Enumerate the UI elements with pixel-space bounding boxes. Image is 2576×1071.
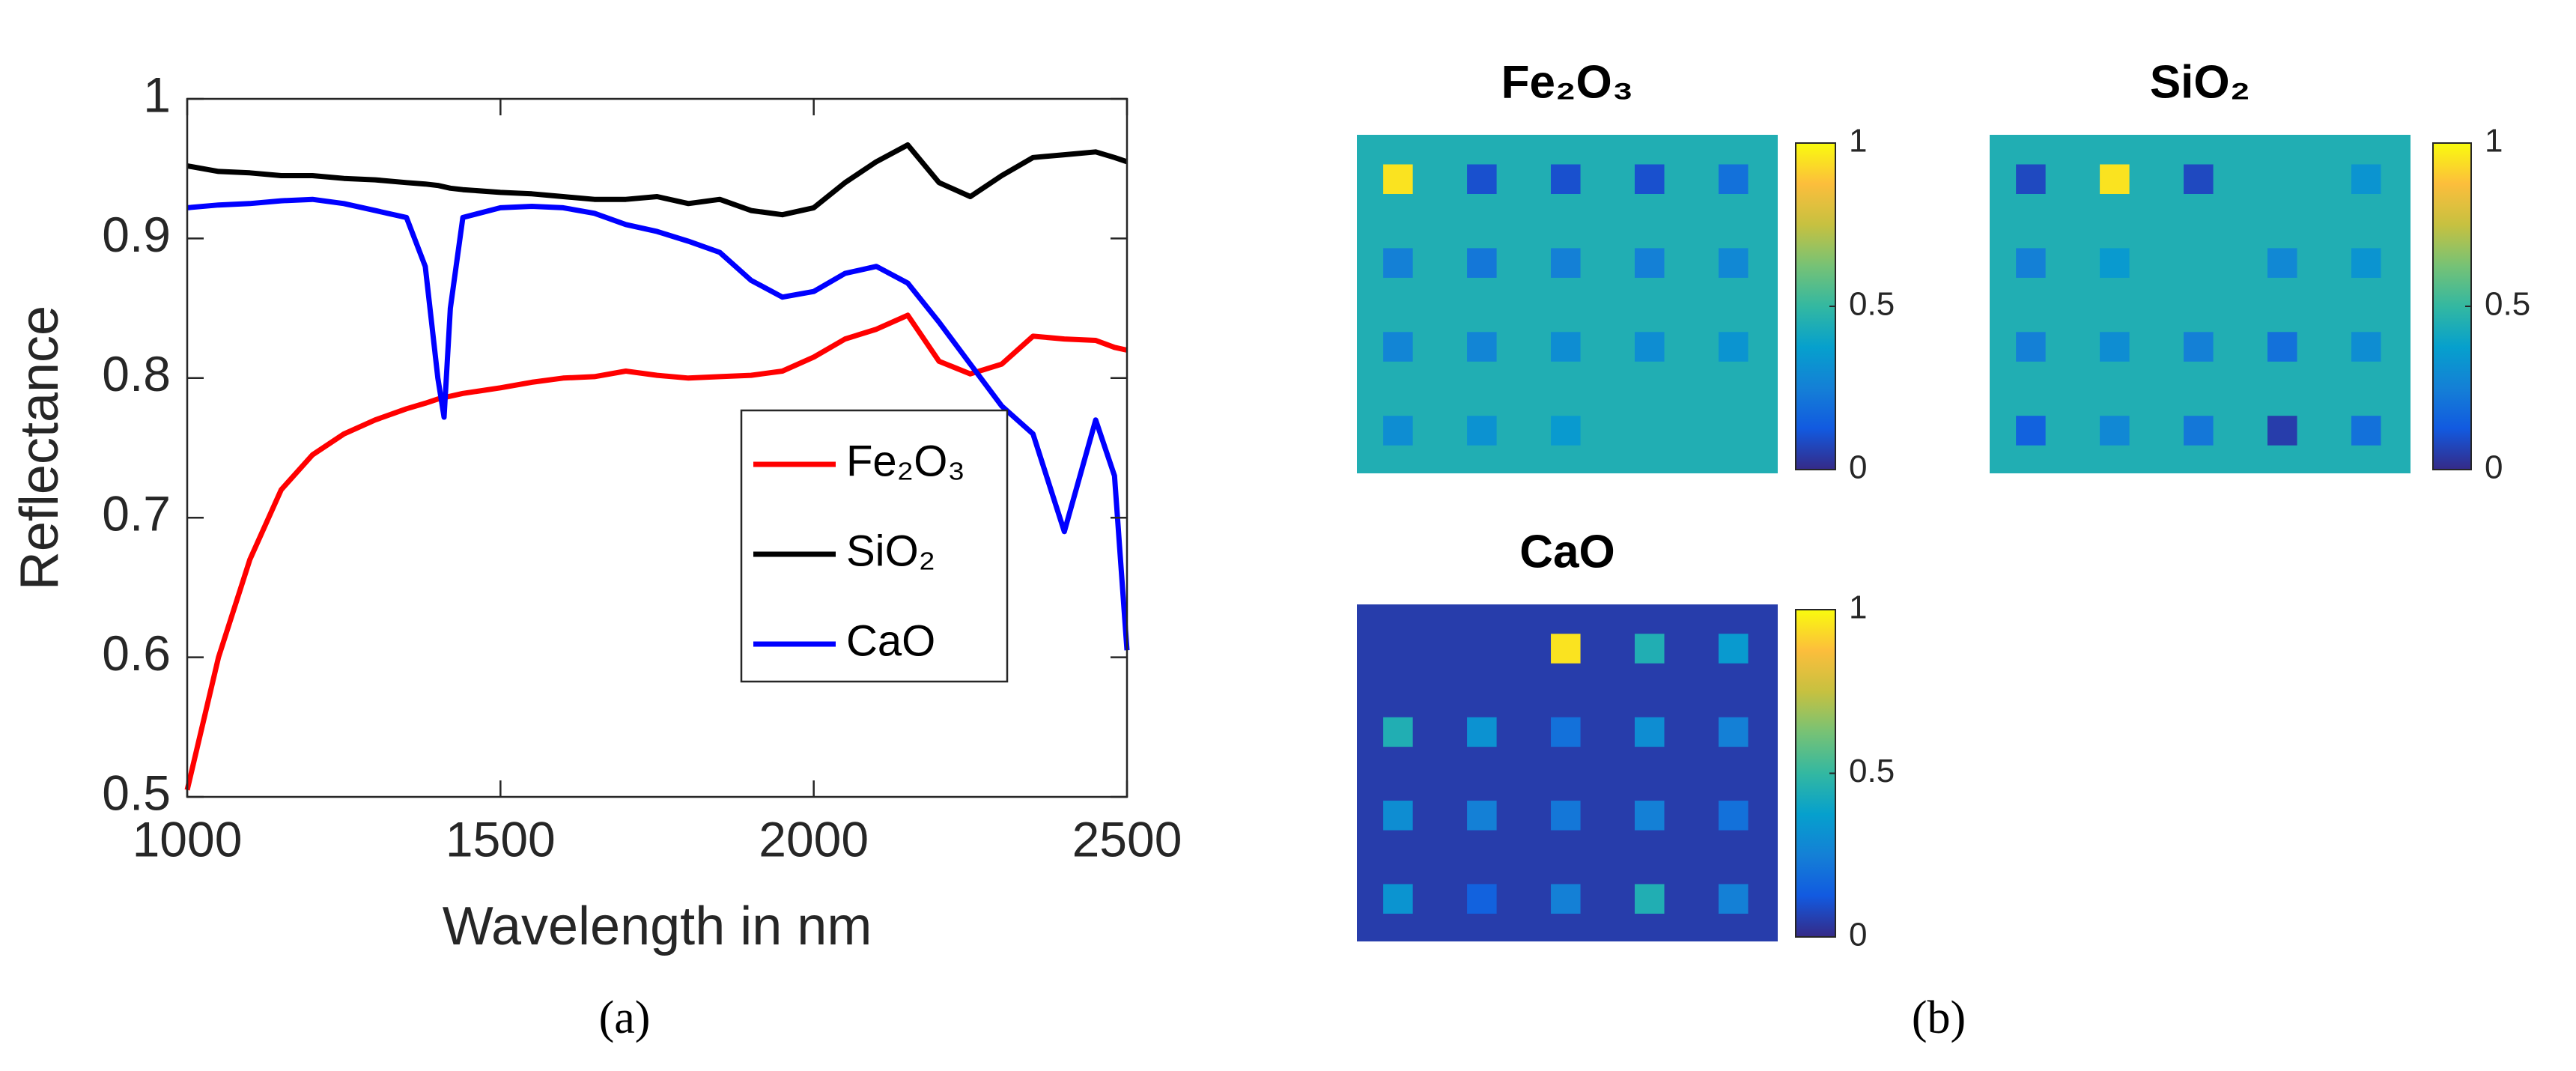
caption: (a) bbox=[599, 992, 651, 1043]
heatmap-title: SiO₂ bbox=[2150, 56, 2250, 108]
y-tick-label: 0.8 bbox=[102, 346, 171, 401]
heatmap-cell bbox=[2267, 332, 2297, 362]
colorbar bbox=[1795, 142, 1836, 470]
heatmap-cell bbox=[2100, 416, 2130, 446]
heatmap-cell bbox=[1551, 801, 1581, 831]
heatmap-cell bbox=[1551, 164, 1581, 195]
heatmap-cell bbox=[1635, 248, 1665, 278]
y-axis-label: Reflectance bbox=[10, 306, 70, 590]
heatmap-cell bbox=[2351, 164, 2381, 195]
heatmap-cell bbox=[1383, 717, 1413, 747]
heatmap-cell bbox=[2100, 332, 2130, 362]
heatmap-cell bbox=[1551, 717, 1581, 747]
heatmap-cell bbox=[2016, 416, 2046, 446]
heatmap-cell bbox=[1635, 717, 1665, 747]
heatmap-cell bbox=[1718, 248, 1749, 278]
colorbar-tick-label: 1 bbox=[2485, 123, 2503, 160]
heatmap-cell bbox=[2351, 248, 2381, 278]
y-tick-label: 0.9 bbox=[102, 207, 171, 262]
heatmap-cell bbox=[2184, 332, 2214, 362]
y-tick-label: 0.7 bbox=[102, 486, 171, 541]
legend-label: CaO bbox=[846, 616, 935, 665]
heatmap-cell bbox=[1635, 884, 1665, 914]
colorbar-tick-label: 0 bbox=[1849, 449, 1867, 486]
x-axis-label: Wavelength in nm bbox=[443, 896, 872, 956]
heatmap-cell bbox=[1383, 416, 1413, 446]
legend-label: Fe₂O₃ bbox=[846, 437, 965, 485]
heatmap-cell bbox=[1467, 248, 1497, 278]
heatmap-cell bbox=[1467, 801, 1497, 831]
heatmap-cell bbox=[1718, 332, 1749, 362]
heatmap-cell bbox=[1383, 884, 1413, 914]
heatmap-cell bbox=[1467, 332, 1497, 362]
legend-label: SiO₂ bbox=[846, 527, 935, 575]
heatmap-cell bbox=[1383, 332, 1413, 362]
heatmap-cell bbox=[2184, 416, 2214, 446]
x-tick-label: 2500 bbox=[1072, 811, 1182, 867]
heatmap-cell bbox=[2351, 416, 2381, 446]
colorbar-tick-label: 0.5 bbox=[1849, 286, 1895, 323]
heatmap-cell bbox=[2184, 164, 2214, 195]
heatmap-cell bbox=[1718, 801, 1749, 831]
heatmap-cell bbox=[1467, 416, 1497, 446]
x-tick-label: 1000 bbox=[133, 811, 243, 867]
heatmap-cell bbox=[1383, 164, 1413, 195]
heatmap-cell bbox=[2267, 416, 2297, 446]
series-line bbox=[186, 142, 1128, 218]
heatmap-cell bbox=[1718, 717, 1749, 747]
heatmap-cell bbox=[1383, 801, 1413, 831]
x-tick-label: 1500 bbox=[446, 811, 556, 867]
heatmap-cell bbox=[1467, 884, 1497, 914]
legend-box bbox=[740, 409, 1009, 683]
heatmap-cell bbox=[1635, 801, 1665, 831]
axes-box bbox=[186, 97, 1128, 798]
y-tick-label: 1 bbox=[143, 67, 171, 122]
colorbar-tick-label: 0 bbox=[1849, 917, 1867, 953]
heatmap-cell bbox=[1718, 634, 1749, 664]
heatmap-cell bbox=[1551, 884, 1581, 914]
series-line bbox=[186, 196, 1130, 651]
colorbar-tick-label: 0 bbox=[2485, 449, 2503, 486]
heatmap-cell bbox=[1718, 884, 1749, 914]
heatmap-cell bbox=[1551, 332, 1581, 362]
heatmap-cell bbox=[2016, 332, 2046, 362]
heatmap-cell bbox=[2100, 164, 2130, 195]
colorbar-tick-label: 1 bbox=[1849, 123, 1867, 160]
x-tick-label: 2000 bbox=[759, 811, 869, 867]
heatmap-cell bbox=[1635, 332, 1665, 362]
heatmap-cell bbox=[1551, 248, 1581, 278]
heatmap-cell bbox=[1551, 416, 1581, 446]
heatmap-title: Fe₂O₃ bbox=[1501, 56, 1634, 108]
heatmap-cell bbox=[1551, 634, 1581, 664]
heatmap-cell bbox=[1718, 164, 1749, 195]
heatmap-cell bbox=[2016, 248, 2046, 278]
heatmap-cell bbox=[2016, 164, 2046, 195]
heatmap-cell bbox=[2267, 248, 2297, 278]
series-line bbox=[184, 312, 1128, 791]
heatmap-title: CaO bbox=[1519, 526, 1614, 577]
caption: (b) bbox=[1912, 992, 1966, 1043]
heatmap-cell bbox=[1635, 164, 1665, 195]
heatmap-cell bbox=[1635, 634, 1665, 664]
heatmap-cell bbox=[2351, 332, 2381, 362]
heatmap-cell bbox=[1383, 248, 1413, 278]
heatmap-cell bbox=[1467, 164, 1497, 195]
y-tick-label: 0.6 bbox=[102, 625, 171, 681]
y-tick-label: 0.5 bbox=[102, 765, 171, 820]
heatmap-cell bbox=[1467, 717, 1497, 747]
colorbar-tick-label: 0.5 bbox=[2485, 286, 2530, 323]
colorbar-tick-label: 1 bbox=[1849, 589, 1867, 626]
colorbar bbox=[1795, 609, 1836, 938]
colorbar-tick-label: 0.5 bbox=[1849, 753, 1895, 789]
heatmap-cell bbox=[2100, 248, 2130, 278]
